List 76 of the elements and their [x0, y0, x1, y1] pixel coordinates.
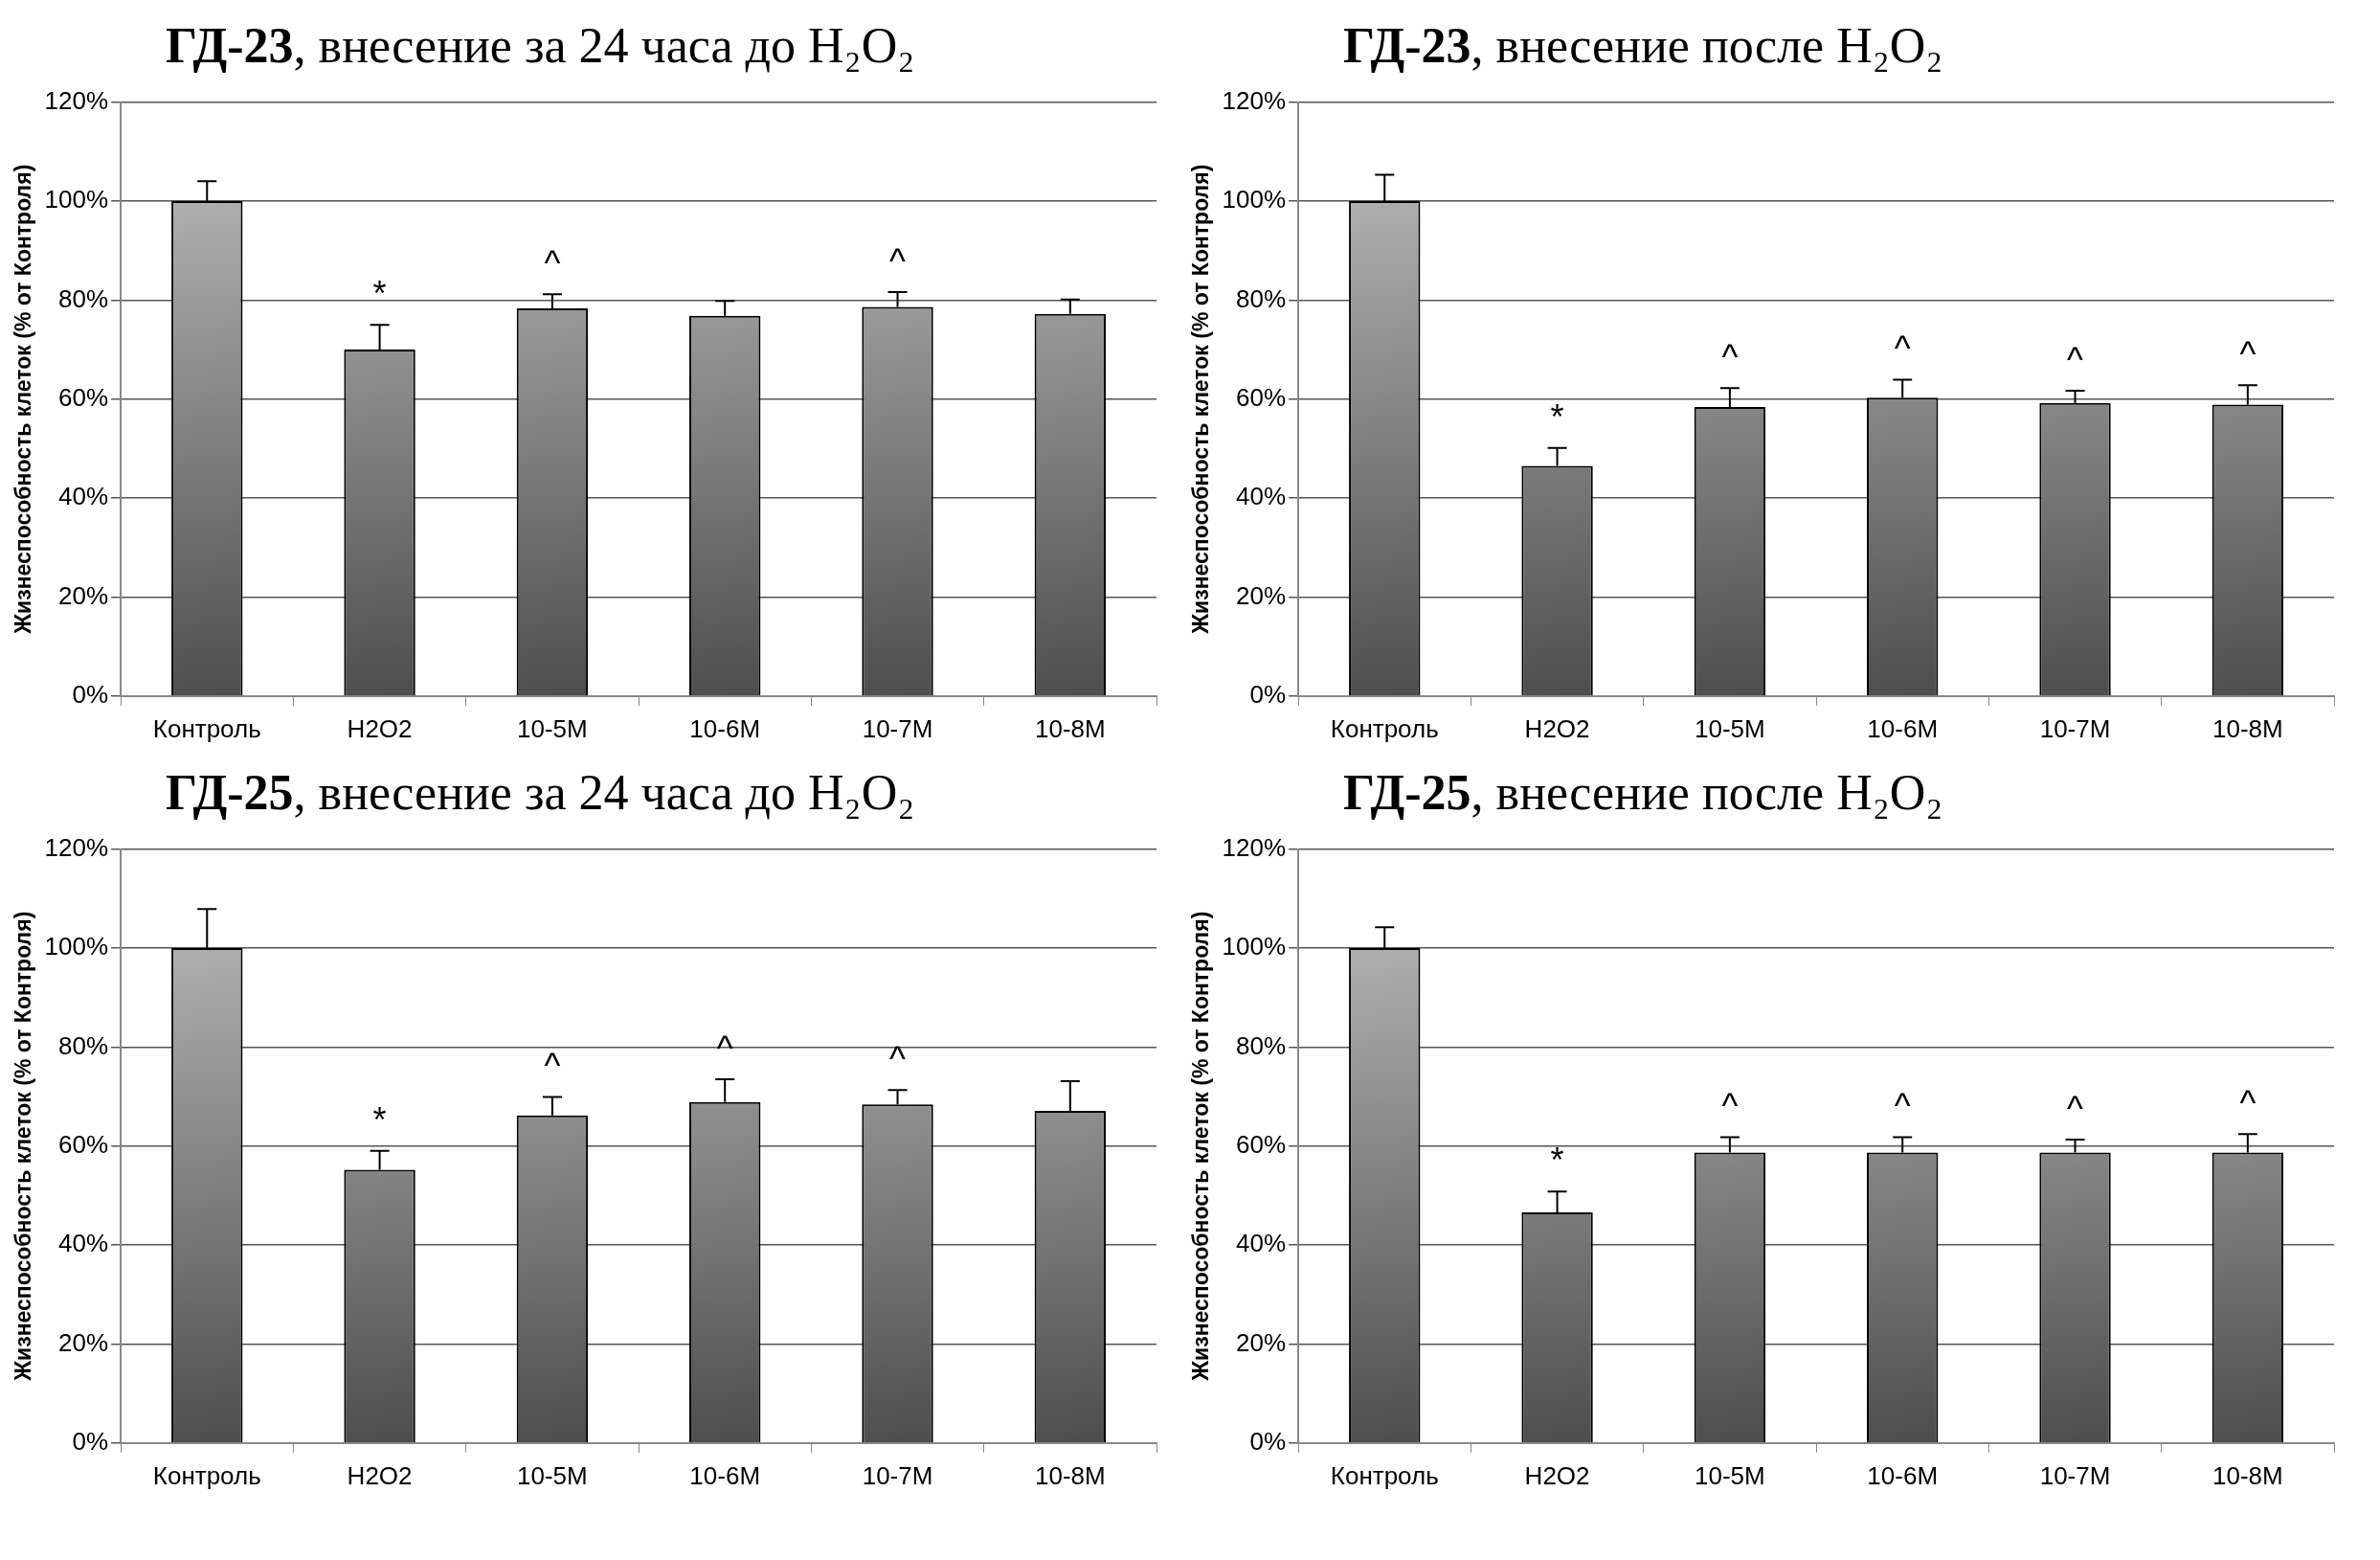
annotation: ^: [1894, 1086, 1911, 1126]
y-tick-label: 100%: [1222, 185, 1287, 215]
annotation: *: [372, 274, 387, 314]
x-tick-label: 10-8M: [1034, 713, 1106, 743]
annotation: ^: [544, 243, 561, 283]
y-tick-label: 20%: [1236, 580, 1287, 610]
x-tick-label: H2O2: [1524, 1460, 1590, 1490]
x-tick-label: H2O2: [1524, 713, 1590, 743]
annotation: ^: [1721, 337, 1739, 377]
y-tick-label: 0%: [1249, 1426, 1287, 1456]
x-tick-label: Контроль: [152, 713, 261, 743]
annotation: *: [1550, 1141, 1564, 1181]
annotation: ^: [889, 240, 907, 281]
x-tick-label: 10-5M: [517, 1460, 588, 1490]
y-tick-label: 40%: [1236, 1229, 1287, 1258]
y-tick-label: 60%: [58, 382, 109, 412]
y-tick-label: 60%: [58, 1129, 109, 1159]
y-tick-label: 20%: [58, 580, 109, 610]
x-tick-label: 10-8M: [1034, 1460, 1106, 1490]
y-tick-label: 80%: [1236, 283, 1287, 313]
annotation: ^: [889, 1039, 907, 1079]
y-tick-label: 100%: [44, 185, 109, 215]
y-tick-label: 100%: [44, 932, 109, 961]
y-tick-label: 40%: [58, 482, 109, 511]
x-tick-label: 10-5M: [1695, 713, 1765, 743]
x-tick-label: Контроль: [152, 1460, 261, 1490]
y-tick-label: 40%: [1236, 482, 1287, 511]
y-tick-label: 40%: [58, 1229, 109, 1258]
x-tick-label: 10-5M: [517, 713, 588, 743]
y-tick-label: 60%: [1236, 1129, 1287, 1159]
y-tick-label: 80%: [1236, 1030, 1287, 1060]
annotation: ^: [2239, 1083, 2257, 1123]
chart-title: ГД-25, внесение за 24 часа до H₂O₂: [166, 765, 915, 820]
annotation: ^: [2067, 339, 2084, 379]
y-axis-title: Жизнеспособность клеток (% от Контроля): [11, 164, 36, 635]
y-tick-label: 100%: [1222, 932, 1287, 961]
chart-title: ГД-23, внесение после H₂O₂: [1343, 18, 1943, 73]
x-tick-label: 10-7M: [2039, 713, 2111, 743]
annotation: ^: [544, 1046, 561, 1086]
y-tick-label: 120%: [1222, 832, 1287, 862]
y-tick-label: 0%: [72, 1426, 109, 1456]
annotation: ^: [2067, 1088, 2084, 1128]
annotation: ^: [1721, 1086, 1739, 1126]
y-tick-label: 120%: [1222, 85, 1287, 115]
annotation: *: [372, 1099, 387, 1140]
chart-title: ГД-25, внесение после H₂O₂: [1343, 765, 1943, 820]
y-tick-label: 20%: [58, 1327, 109, 1357]
y-tick-label: 60%: [1236, 382, 1287, 412]
annotation: ^: [2239, 334, 2257, 374]
x-tick-label: 10-7M: [862, 1460, 933, 1490]
x-tick-label: 10-8M: [2212, 1460, 2283, 1490]
y-tick-label: 20%: [1236, 1327, 1287, 1357]
x-tick-label: 10-6M: [689, 1460, 761, 1490]
x-tick-label: Контроль: [1330, 1460, 1439, 1490]
y-tick-label: 0%: [1249, 679, 1287, 709]
y-axis-title: Жизнеспособность клеток (% от Контроля): [1188, 164, 1214, 635]
y-tick-label: 80%: [58, 1030, 109, 1060]
x-tick-label: 10-6M: [1867, 713, 1939, 743]
y-axis-title: Жизнеспособность клеток (% от Контроля): [1188, 911, 1214, 1382]
y-tick-label: 120%: [44, 832, 109, 862]
x-tick-label: 10-6M: [689, 713, 761, 743]
x-tick-label: H2O2: [347, 1460, 413, 1490]
x-tick-label: 10-6M: [1867, 1460, 1939, 1490]
x-tick-label: H2O2: [347, 713, 413, 743]
x-tick-label: 10-8M: [2212, 713, 2283, 743]
chart-title: ГД-23, внесение за 24 часа до H₂O₂: [166, 18, 915, 73]
y-tick-label: 120%: [44, 85, 109, 115]
y-axis-title: Жизнеспособность клеток (% от Контроля): [11, 911, 36, 1382]
x-tick-label: Контроль: [1330, 713, 1439, 743]
annotation: ^: [1894, 328, 1911, 369]
x-tick-label: 10-7M: [862, 713, 933, 743]
x-tick-label: 10-7M: [2039, 1460, 2111, 1490]
y-tick-label: 80%: [58, 283, 109, 313]
y-tick-label: 0%: [72, 679, 109, 709]
x-tick-label: 10-5M: [1695, 1460, 1765, 1490]
annotation: *: [1550, 396, 1564, 437]
